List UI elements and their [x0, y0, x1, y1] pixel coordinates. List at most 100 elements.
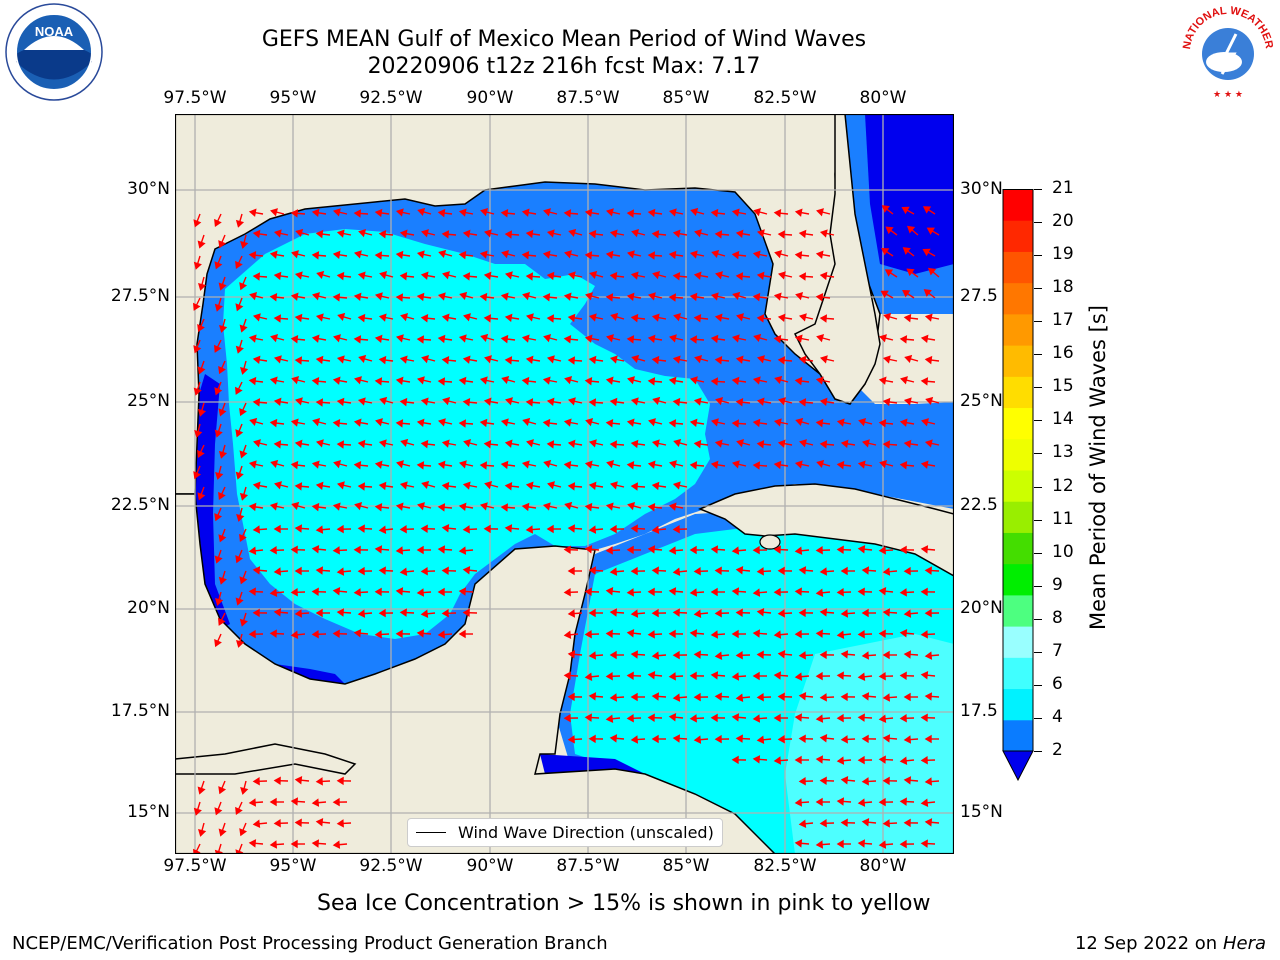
- colorbar-tick-mark: [1034, 519, 1042, 521]
- colorbar-tick-mark: [1034, 585, 1042, 587]
- wind-arrow-head: [332, 419, 341, 428]
- wind-arrow-head: [521, 251, 530, 260]
- wind-arrow-head: [357, 397, 366, 406]
- wind-arrow-head: [648, 418, 656, 427]
- lon-label-bottom: 97.5°W: [163, 856, 227, 876]
- wind-arrow-head: [731, 629, 739, 639]
- wind-arrow-head: [651, 525, 660, 534]
- wind-arrow-head: [235, 260, 243, 270]
- wind-arrow-head: [903, 609, 912, 618]
- wind-arrow-head: [197, 449, 205, 459]
- wind-arrow-head: [906, 225, 916, 234]
- wind-arrow-head: [605, 502, 614, 511]
- wind-arrow-head: [353, 292, 362, 302]
- wind-arrow-head: [756, 735, 765, 744]
- wind-arrow-head: [332, 629, 340, 638]
- wind-arrow-head: [269, 376, 278, 385]
- wind-arrow-head: [815, 376, 824, 385]
- wind-arrow-head: [630, 482, 639, 491]
- wind-arrow-head: [215, 472, 224, 480]
- wind-arrow-head: [395, 546, 404, 555]
- wind-arrow-head: [420, 609, 429, 618]
- wind-arrow-head: [647, 671, 656, 680]
- colorbar-tick-label: 7: [1052, 640, 1063, 661]
- wind-arrow-head: [311, 377, 320, 386]
- wind-arrow-head: [480, 333, 489, 343]
- wind-arrow-head: [240, 366, 249, 375]
- wind-arrow-head: [354, 250, 362, 259]
- wind-arrow-head: [249, 292, 258, 301]
- wind-arrow-head: [752, 461, 761, 470]
- wind-arrow-head: [794, 376, 803, 386]
- wind-arrow-head: [756, 271, 765, 281]
- wind-arrow-head: [193, 807, 202, 816]
- wind-arrow-head: [567, 439, 576, 449]
- colorbar-segment: [1003, 657, 1033, 690]
- colorbar-tick-label: 18: [1052, 277, 1074, 298]
- wind-arrow-head: [588, 481, 597, 491]
- footer-machine: Hera: [1222, 933, 1266, 954]
- colorbar: [1002, 189, 1034, 782]
- lon-label-top: 85°W: [662, 88, 710, 108]
- wind-arrow-head: [417, 376, 425, 385]
- wind-arrow-head: [441, 230, 450, 239]
- wind-arrow-head: [353, 588, 361, 597]
- wind-arrow-head: [252, 777, 260, 786]
- wind-arrow-head: [294, 776, 303, 785]
- wind-arrow-head: [588, 651, 597, 660]
- wind-arrow-head: [920, 587, 928, 597]
- wind-arrow-head: [315, 608, 323, 618]
- wind-arrow-head: [441, 439, 450, 448]
- colorbar-label: Mean Period of Wind Waves [s]: [1086, 305, 1110, 630]
- wind-arrow-head: [462, 481, 471, 490]
- wind-arrow-head: [213, 344, 222, 353]
- wind-arrow-head: [311, 587, 319, 596]
- wind-arrow-head: [567, 735, 575, 744]
- wind-arrow-head: [668, 672, 676, 681]
- wind-arrow-head: [920, 545, 929, 554]
- colorbar-tick-label: 12: [1052, 475, 1074, 496]
- wind-arrow-head: [752, 292, 761, 302]
- wind-arrow-head: [861, 566, 870, 575]
- wind-arrow-head: [630, 524, 638, 533]
- wind-arrow-head: [416, 461, 425, 470]
- wind-arrow-head: [546, 440, 555, 449]
- lon-label-top: 95°W: [269, 88, 317, 108]
- wind-arrow-head: [500, 292, 509, 301]
- wind-arrow-head: [900, 376, 908, 385]
- wind-arrow-head: [777, 650, 786, 659]
- lon-label-bottom: 85°W: [662, 856, 710, 876]
- wind-arrow-head: [609, 229, 618, 238]
- wind-arrow-head: [546, 524, 554, 534]
- wind-arrow-head: [753, 333, 762, 343]
- wind-arrow-head: [732, 291, 741, 301]
- wind-arrow-head: [501, 375, 510, 385]
- wind-arrow-head: [693, 609, 702, 618]
- wind-arrow-head: [714, 692, 722, 701]
- chart-title-line2: 20220906 t12z 216h fcst Max: 7.17: [367, 54, 761, 79]
- wind-arrow-head: [290, 839, 298, 849]
- wind-arrow-head: [588, 608, 596, 618]
- wind-arrow-head: [421, 229, 429, 238]
- wind-arrow-head: [357, 313, 366, 323]
- wind-arrow-head: [840, 818, 848, 827]
- wind-arrow-head: [290, 335, 299, 344]
- wind-arrow-head: [374, 545, 383, 554]
- wind-arrow-head: [248, 629, 256, 639]
- wind-arrow-head: [441, 609, 449, 618]
- wind-arrow-head: [924, 692, 933, 701]
- colorbar-tick-mark: [1034, 618, 1042, 620]
- wind-arrow-head: [214, 387, 223, 396]
- wind-arrow-head: [505, 397, 513, 406]
- wind-arrow-head: [899, 629, 908, 638]
- wind-arrow-head: [609, 524, 617, 534]
- wind-arrow-head: [462, 566, 471, 575]
- wind-arrow-head: [689, 545, 697, 555]
- wind-arrow-head: [399, 608, 407, 617]
- wind-arrow-head: [885, 226, 894, 235]
- wind-arrow-head: [479, 461, 488, 470]
- wind-arrow-head: [332, 250, 341, 260]
- wind-arrow-head: [883, 312, 892, 322]
- wind-arrow-head: [710, 545, 719, 554]
- wind-arrow-head: [689, 629, 698, 638]
